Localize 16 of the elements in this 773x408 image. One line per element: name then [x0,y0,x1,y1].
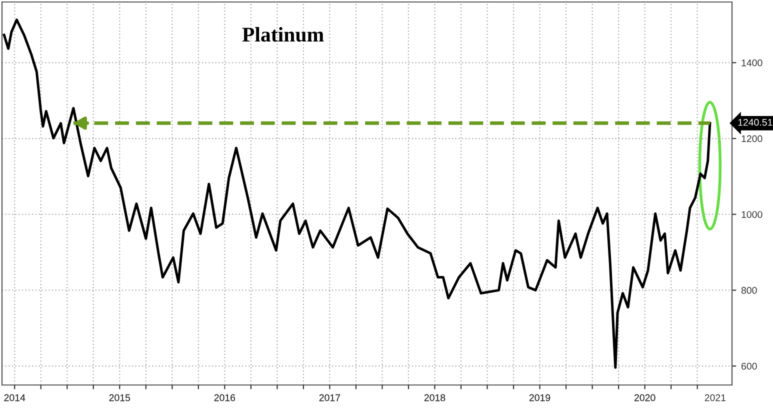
y-tick-label: 1000 [742,211,762,218]
ref-line-label: 1240.51 [738,118,772,126]
y-tick-label: 1400 [742,59,762,66]
text: Platinum [242,27,324,42]
x-tick-label: 2019 [529,394,550,402]
x-tick-label: 2016 [214,394,236,402]
x-tick-label: 2018 [424,394,446,402]
y-tick-label: 600 [742,362,757,370]
x-tick-label: 2020 [634,394,656,402]
y-tick-label: 800 [741,286,757,294]
x-tick-label: 2021 [704,394,726,402]
line-series [2,18,712,369]
x-tick-label: 2017 [319,394,340,402]
y-tick-label: 1200 [742,135,762,142]
x-tick-label: 2015 [109,394,130,402]
x-tick-label: 2014 [4,394,26,402]
